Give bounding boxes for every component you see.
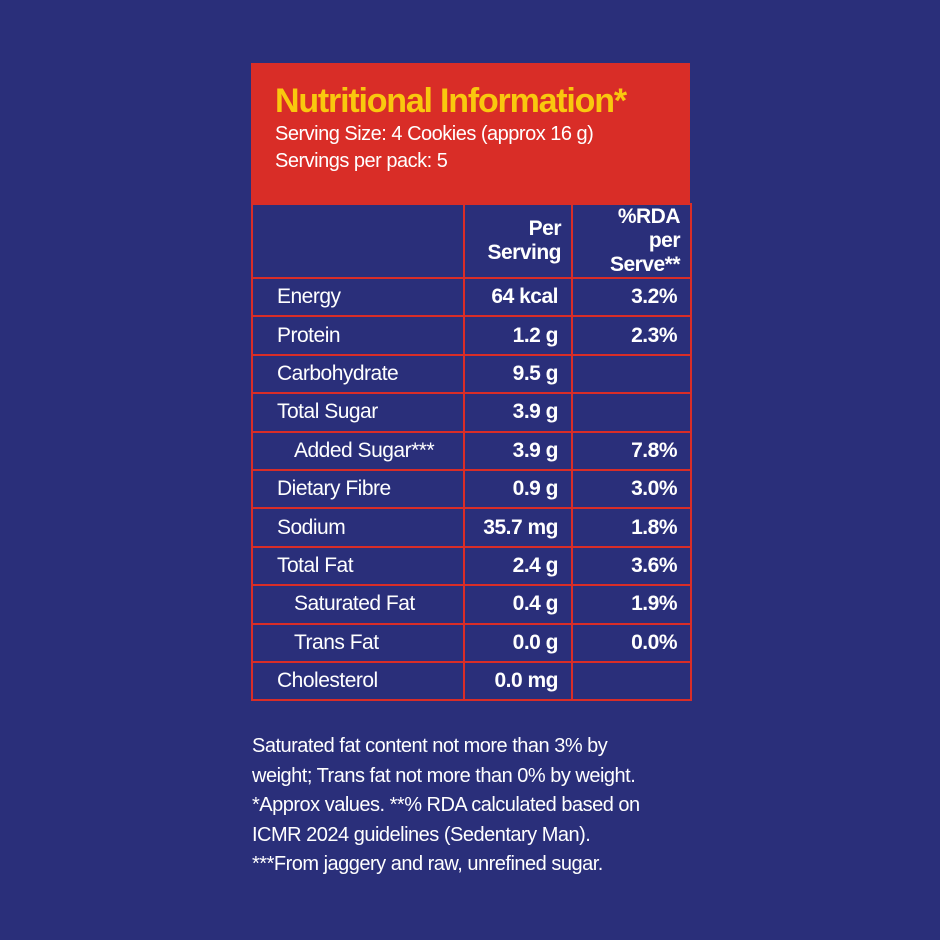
per-serving-value: 3.9 g bbox=[463, 430, 573, 471]
nutrient-name: Added Sugar*** bbox=[251, 430, 465, 471]
nutrient-name: Sodium bbox=[251, 507, 465, 548]
per-serving-value: 0.0 mg bbox=[463, 660, 573, 702]
table-row: Cholesterol 0.0 mg bbox=[251, 660, 692, 702]
table-row: Added Sugar*** 3.9 g 7.8% bbox=[251, 430, 692, 471]
nutrition-header: Nutritional Information* Serving Size: 4… bbox=[251, 63, 690, 203]
nutrient-name: Total Fat bbox=[251, 545, 465, 587]
nutrient-name: Carbohydrate bbox=[251, 353, 465, 395]
rda-value: 2.3% bbox=[571, 315, 692, 356]
table-row: Trans Fat 0.0 g 0.0% bbox=[251, 622, 692, 663]
nutrient-name: Energy bbox=[251, 276, 465, 318]
nutrient-name: Trans Fat bbox=[251, 622, 465, 663]
table-row: Total Fat 2.4 g 3.6% bbox=[251, 545, 692, 587]
nutrient-name: Protein bbox=[251, 315, 465, 356]
column-header-per-serving: Per Serving bbox=[463, 203, 573, 279]
rda-value: 0.0% bbox=[571, 622, 692, 663]
table-row: Energy 64 kcal 3.2% bbox=[251, 276, 692, 318]
table-row: Saturated Fat 0.4 g 1.9% bbox=[251, 584, 692, 625]
per-serving-value: 0.0 g bbox=[463, 622, 573, 663]
rda-value: 7.8% bbox=[571, 430, 692, 471]
per-serving-value: 9.5 g bbox=[463, 353, 573, 395]
rda-value: 1.9% bbox=[571, 584, 692, 625]
servings-per-pack: Servings per pack: 5 bbox=[275, 150, 448, 172]
per-serving-value: 3.9 g bbox=[463, 392, 573, 433]
nutrient-name: Dietary Fibre bbox=[251, 468, 465, 510]
per-serving-value: 0.4 g bbox=[463, 584, 573, 625]
panel-title: Nutritional Information* bbox=[275, 82, 627, 120]
rda-value: 3.0% bbox=[571, 468, 692, 510]
footnote-line: *Approx values. **% RDA calculated based… bbox=[252, 794, 640, 816]
per-serving-value: 64 kcal bbox=[463, 276, 573, 318]
rda-value bbox=[571, 392, 692, 433]
table-row: Sodium 35.7 mg 1.8% bbox=[251, 507, 692, 548]
rda-value: 3.6% bbox=[571, 545, 692, 587]
footnote-line: ***From jaggery and raw, unrefined sugar… bbox=[252, 853, 603, 875]
rda-value: 3.2% bbox=[571, 276, 692, 318]
rda-value bbox=[571, 660, 692, 702]
table-row: Dietary Fibre 0.9 g 3.0% bbox=[251, 468, 692, 510]
per-serving-value: 0.9 g bbox=[463, 468, 573, 510]
footnote-line: weight; Trans fat not more than 0% by we… bbox=[252, 764, 636, 787]
column-header-nutrient bbox=[251, 203, 465, 279]
per-serving-value: 2.4 g bbox=[463, 545, 573, 587]
column-header-rda: %RDA per Serve** bbox=[571, 203, 692, 279]
table-row: Total Sugar 3.9 g bbox=[251, 392, 692, 433]
nutrient-name: Total Sugar bbox=[251, 392, 465, 433]
nutrition-table: Per Serving %RDA per Serve** Energy 64 kcal… bbox=[251, 203, 692, 702]
nutrition-panel: Nutritional Information* Serving Size: 4… bbox=[251, 63, 692, 702]
footnote-line: Saturated fat content not more than 3% b… bbox=[252, 735, 608, 757]
nutrient-name: Cholesterol bbox=[251, 660, 465, 702]
serving-size: Serving Size: 4 Cookies (approx 16 g) bbox=[275, 123, 594, 145]
rda-value: 1.8% bbox=[571, 507, 692, 548]
footnotes: Saturated fat content not more than 3% b… bbox=[252, 732, 712, 880]
table-row: Protein 1.2 g 2.3% bbox=[251, 315, 692, 356]
table-header-row: Per Serving %RDA per Serve** bbox=[251, 203, 692, 279]
per-serving-value: 1.2 g bbox=[463, 315, 573, 356]
per-serving-value: 35.7 mg bbox=[463, 507, 573, 548]
nutrient-name: Saturated Fat bbox=[251, 584, 465, 625]
footnote-line: ICMR 2024 guidelines (Sedentary Man). bbox=[252, 823, 591, 846]
rda-value bbox=[571, 353, 692, 395]
table-row: Carbohydrate 9.5 g bbox=[251, 353, 692, 395]
